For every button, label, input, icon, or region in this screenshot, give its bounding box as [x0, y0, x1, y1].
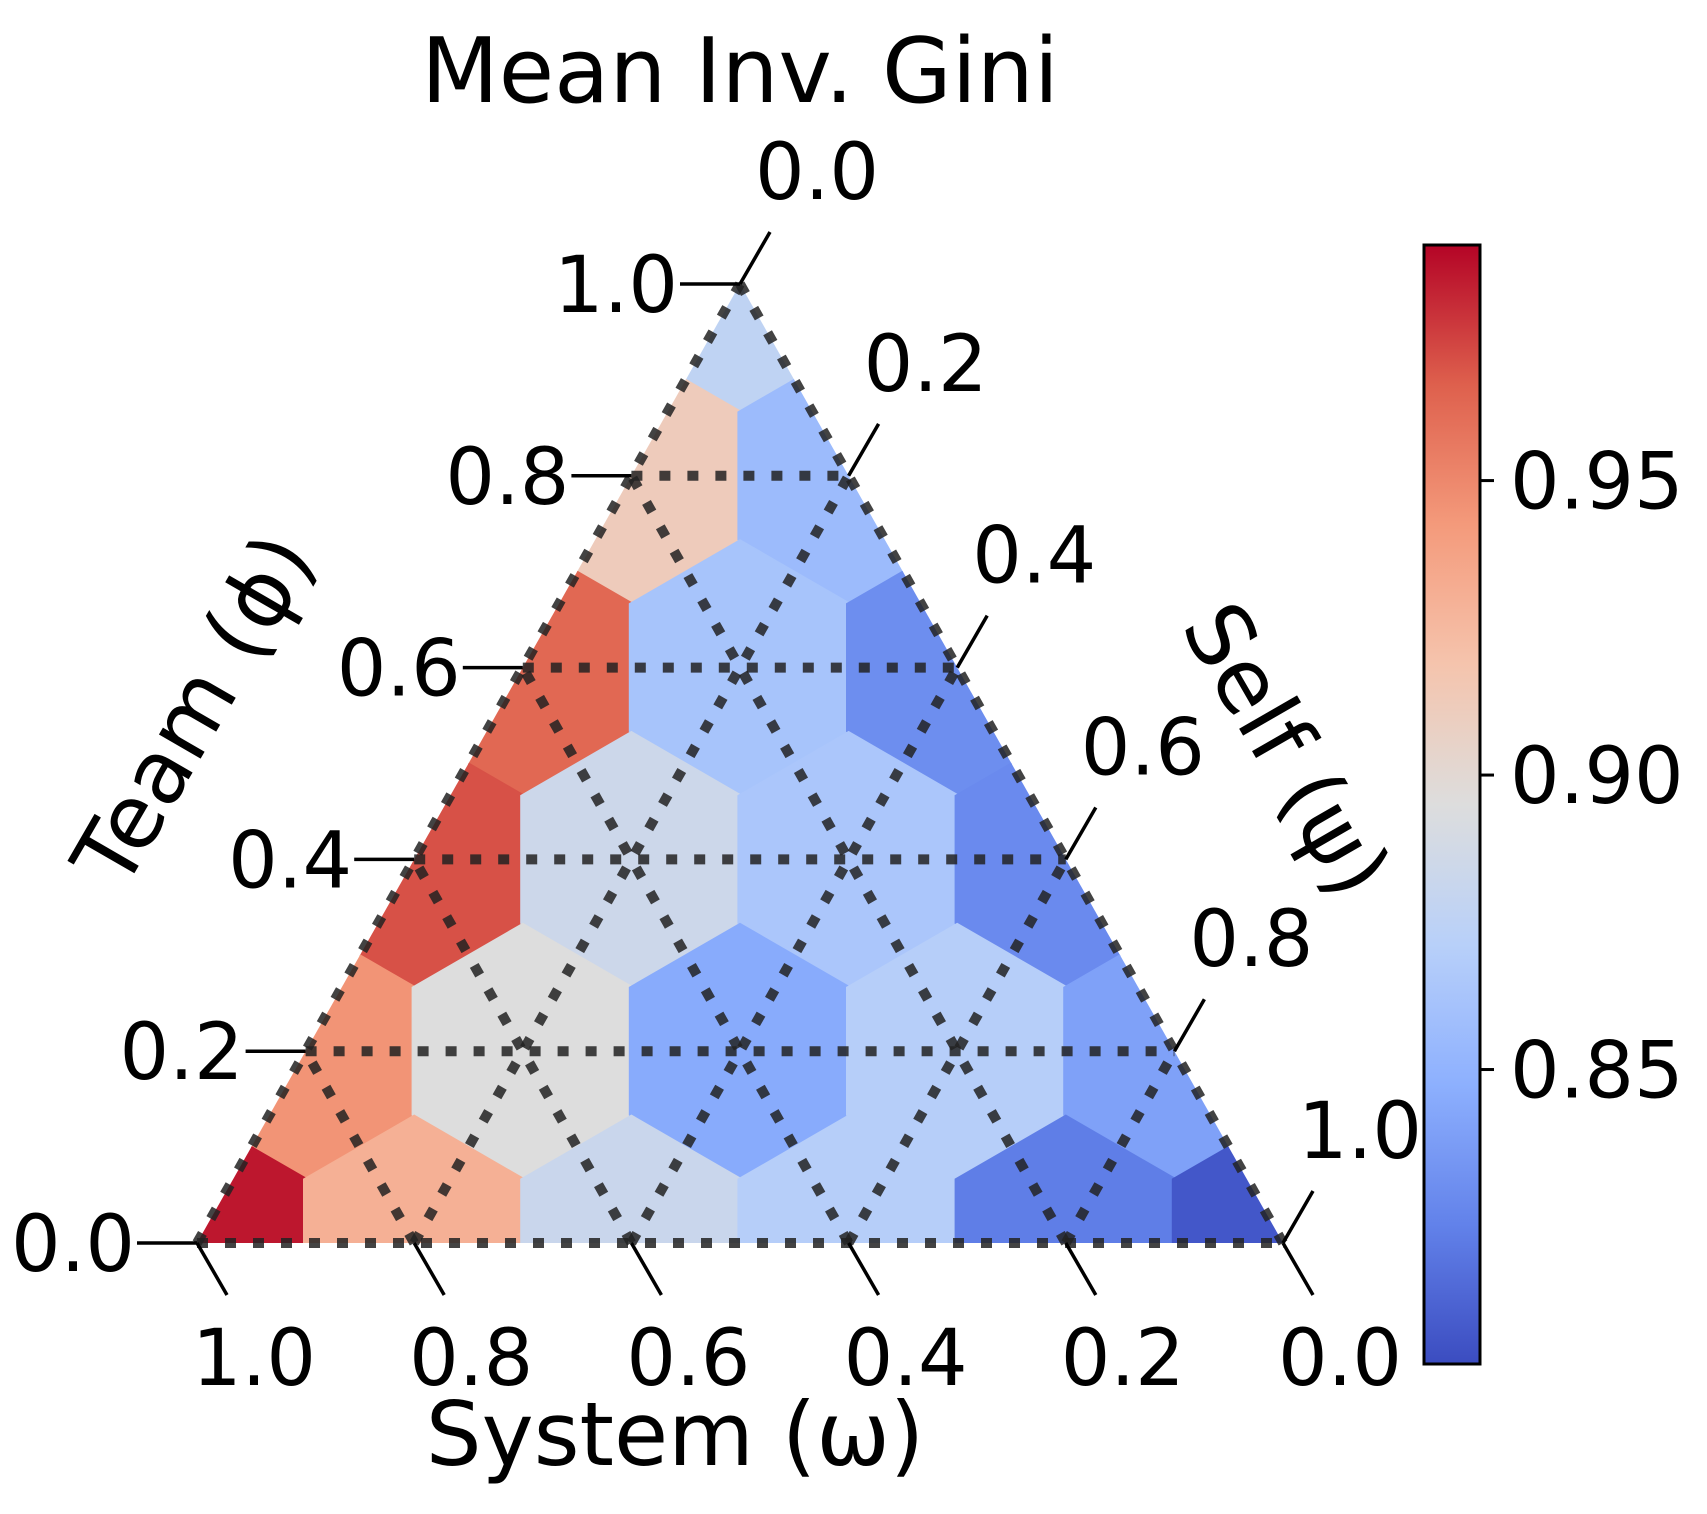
grid-line-self: [1061, 1048, 1179, 1246]
right-tick: [847, 422, 881, 477]
right-tick-label: 0.2: [864, 320, 988, 410]
left-tick-label: 0.4: [228, 816, 352, 906]
grid-line-system: [301, 1048, 419, 1246]
left-tick-label: 1.0: [554, 241, 678, 331]
right-tick: [738, 231, 772, 285]
left-tick-label: 0.0: [11, 1200, 135, 1290]
grid-line-self: [409, 473, 853, 1246]
bottom-tick-label: 0.4: [844, 1314, 968, 1404]
bottom-tick-label: 0.0: [1278, 1314, 1402, 1404]
bottom-tick: [1064, 1242, 1098, 1296]
grid-line-system: [627, 473, 1071, 1246]
right-tick-label: 0.6: [1081, 703, 1205, 793]
colorbar-tick-label: 0.95: [1510, 438, 1684, 528]
right-tick-label: 0.4: [972, 512, 1096, 602]
axis-ticks: 0.0 0.2 0.4 0.6 0.8 1.0 0.0 0.2 0.4 0.6 0.8 1.0 1.0 0…: [11, 128, 1422, 1404]
bottom-tick: [847, 1242, 881, 1296]
bottom-tick: [629, 1242, 663, 1296]
grid-line-system: [409, 856, 636, 1246]
bottom-tick: [195, 1242, 229, 1296]
bottom-tick-label: 0.2: [1061, 1314, 1185, 1404]
right-tick-label: 1.0: [1298, 1087, 1422, 1177]
heatmap-cell: [1171, 1114, 1283, 1243]
bottom-axis-label: System (ω): [426, 1383, 924, 1486]
bottom-tick-label: 0.6: [626, 1314, 750, 1404]
grid-lines: [192, 281, 1288, 1248]
right-tick: [1064, 806, 1098, 861]
bottom-tick: [412, 1242, 446, 1296]
right-tick-label: 0.8: [1189, 895, 1313, 985]
colorbar-gradient: [1422, 243, 1482, 1366]
grid-line-self: [844, 856, 1071, 1246]
bottom-tick-label: 0.8: [409, 1314, 533, 1404]
left-tick-label: 0.2: [120, 1008, 244, 1098]
right-tick-label: 0.0: [755, 128, 879, 218]
colorbar-tick-label: 0.90: [1510, 732, 1684, 822]
left-tick-label: 0.8: [445, 433, 569, 523]
colorbar-tick-label: 0.85: [1510, 1027, 1684, 1117]
right-tick: [955, 614, 989, 669]
bottom-tick: [1281, 1242, 1315, 1296]
right-tick: [1172, 998, 1206, 1053]
bottom-tick-label: 1.0: [192, 1314, 316, 1404]
left-tick-label: 0.6: [337, 625, 461, 715]
chart-title: Mean Inv. Gini: [421, 19, 1059, 124]
colorbar: 0.85 0.90 0.95: [1422, 243, 1684, 1366]
right-tick: [1281, 1190, 1315, 1244]
